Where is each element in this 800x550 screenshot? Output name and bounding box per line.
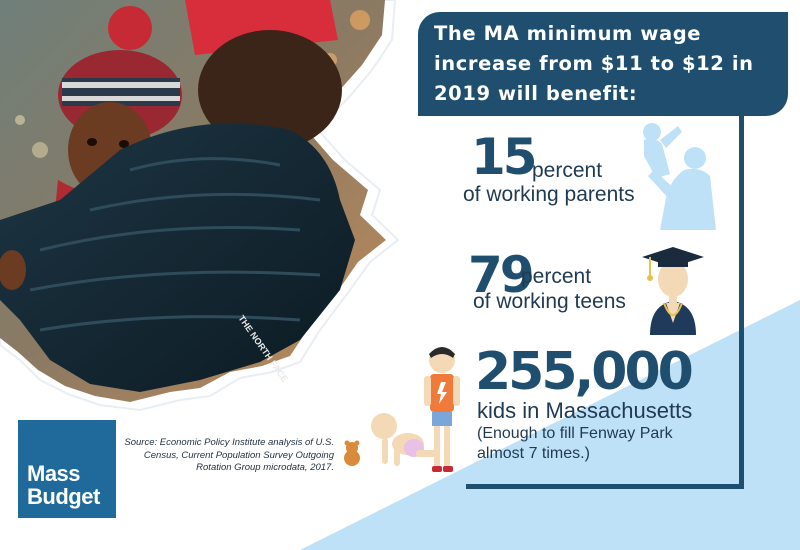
source-note: Source: Economic Policy Institute analys… [124, 437, 334, 473]
stat-note-kids: (Enough to fill Fenway Park almost 7 tim… [477, 425, 673, 462]
stat-unit-parents: percent [532, 159, 603, 182]
graduate-icon [642, 247, 704, 335]
stat-unit-teens: percent [521, 265, 592, 288]
stat-desc-kids: kids in Massachusetts [477, 398, 693, 423]
stat-value-teens: 79 [468, 246, 535, 304]
children-icon [344, 347, 460, 472]
stat-value-parents: 15 [471, 128, 538, 186]
header-banner [418, 12, 788, 116]
stat-desc-parents: of working parents [463, 183, 635, 206]
logo-line-2: Budget [27, 484, 100, 509]
frame-line-bottom [466, 484, 744, 489]
stat-desc-teens: of working teens [473, 290, 626, 313]
frame-line-right [739, 116, 744, 488]
massbudget-logo-text: Mass Budget [27, 462, 100, 508]
parent-holding-child-icon [643, 123, 716, 230]
stat-value-kids: 255,000 [475, 342, 694, 402]
massbudget-logo [18, 420, 116, 518]
logo-line-1: Mass [27, 461, 81, 486]
header-title: The MA minimum wage increase from $11 to… [434, 22, 754, 105]
